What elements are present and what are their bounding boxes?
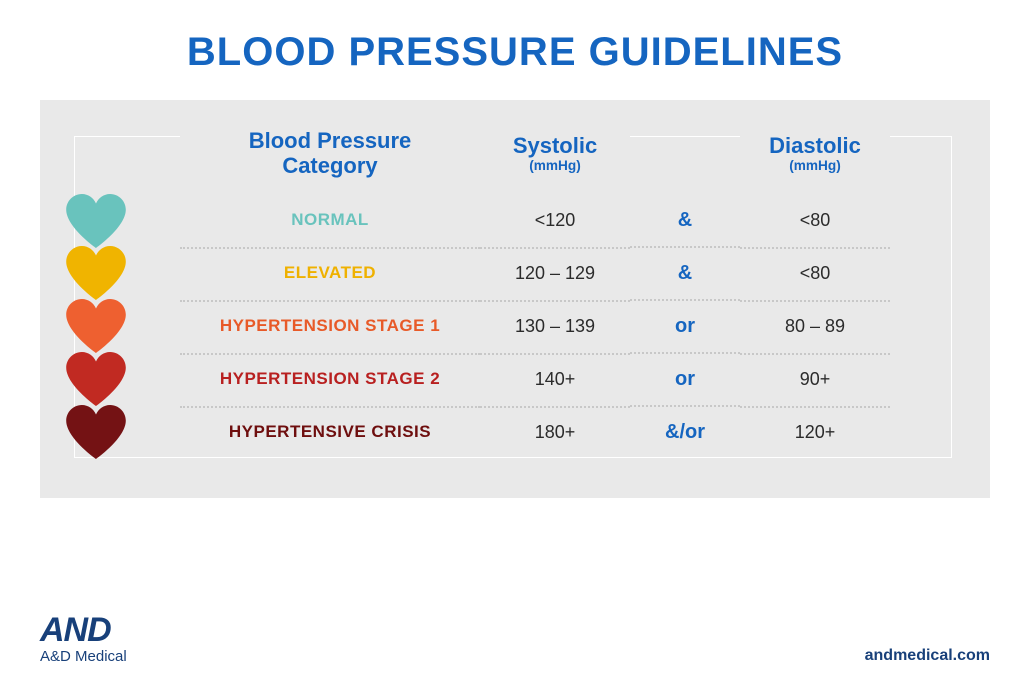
systolic-value: 130 – 139 [480, 300, 630, 351]
systolic-value: <120 [480, 196, 630, 245]
brand-name: A&D Medical [40, 648, 127, 665]
connector: or [630, 352, 740, 405]
systolic-value: 180+ [480, 406, 630, 457]
heart-icon [60, 356, 180, 401]
systolic-value: 140+ [480, 353, 630, 404]
footer: AND A&D Medical andmedical.com [40, 615, 990, 665]
connector: & [630, 246, 740, 299]
header-category: Blood Pressure Category [180, 122, 480, 195]
category-label: HYPERTENSION STAGE 1 [180, 300, 480, 350]
page-title: BLOOD PRESSURE GUIDELINES [40, 30, 990, 75]
diastolic-value: 120+ [740, 406, 890, 457]
header-systolic-label: Systolic [513, 133, 597, 158]
connector: or [630, 299, 740, 352]
category-label: ELEVATED [180, 247, 480, 297]
bp-table: Blood Pressure Category Systolic (mmHg) … [60, 122, 960, 458]
brand-url: andmedical.com [865, 647, 990, 665]
diastolic-value: <80 [740, 196, 890, 245]
header-connector-spacer [630, 147, 740, 169]
connector: & [630, 195, 740, 246]
heart-icon [60, 198, 180, 243]
header-spacer [60, 147, 180, 169]
heart-icon [60, 303, 180, 348]
header-diastolic-label: Diastolic [769, 133, 861, 158]
systolic-value: 120 – 129 [480, 247, 630, 298]
connector: &/or [630, 405, 740, 458]
category-label: NORMAL [180, 196, 480, 244]
brand-logo: AND [40, 615, 127, 646]
header-systolic-unit: (mmHg) [480, 158, 630, 173]
bp-table-card: Blood Pressure Category Systolic (mmHg) … [40, 100, 990, 498]
heart-icon [60, 409, 180, 454]
category-label: HYPERTENSION STAGE 2 [180, 353, 480, 403]
diastolic-value: 80 – 89 [740, 300, 890, 351]
category-label: HYPERTENSIVE CRISIS [180, 406, 480, 456]
header-systolic: Systolic (mmHg) [480, 128, 630, 189]
diastolic-value: 90+ [740, 353, 890, 404]
brand: AND A&D Medical [40, 615, 127, 665]
diastolic-value: <80 [740, 247, 890, 298]
header-diastolic-unit: (mmHg) [740, 158, 890, 173]
heart-icon [60, 250, 180, 295]
header-diastolic: Diastolic (mmHg) [740, 128, 890, 189]
